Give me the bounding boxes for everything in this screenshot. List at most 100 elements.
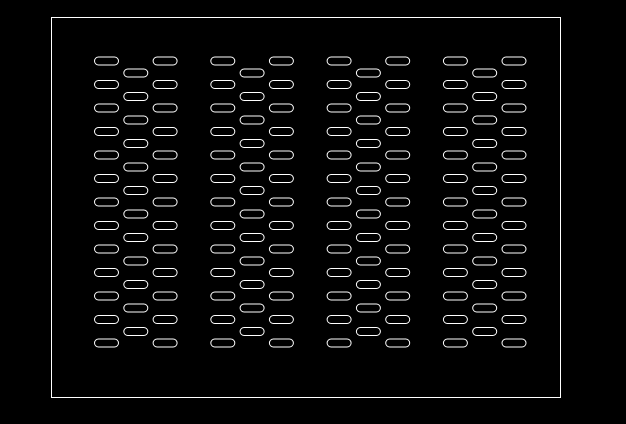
slot [123,115,149,125]
slot [268,221,294,230]
slot [385,56,411,66]
slot [442,315,468,324]
slot [326,268,352,277]
slot [472,280,498,289]
slot [210,221,236,230]
slot [94,244,119,254]
slot [94,127,119,136]
slot [239,68,265,78]
slot [94,221,119,230]
slot [152,291,178,301]
slot [239,256,265,266]
slot [268,80,294,89]
slot [442,268,468,277]
slot [268,197,294,207]
slot [152,244,178,254]
slot [239,139,265,148]
slot-pattern [94,56,527,348]
slot [355,92,381,101]
slot [472,115,498,125]
slot [326,221,352,230]
slot [355,280,381,289]
slot [385,315,411,324]
slot [123,186,149,195]
slot [94,174,119,183]
slot [472,139,498,148]
slot [501,221,527,230]
slot [94,291,119,301]
slot [94,268,119,277]
slot [326,174,352,183]
slot [94,315,119,324]
slot [123,256,149,266]
slot [355,115,381,125]
slot [123,233,149,242]
slot [472,233,498,242]
slot [210,268,236,277]
slot [355,139,381,148]
slot [239,303,265,313]
slot [239,92,265,101]
slot [210,56,236,66]
slot [210,315,236,324]
slot [442,127,468,136]
slot [501,291,527,301]
slot [210,338,236,348]
slot [268,56,294,66]
slot [501,56,527,66]
slot [152,150,178,160]
slot [268,291,294,301]
slot [94,197,119,207]
slot [239,327,265,336]
slot [501,268,527,277]
slot [94,103,119,113]
slot [326,56,352,66]
slot [472,256,498,266]
slot [355,327,381,336]
slot [442,291,468,301]
slot [501,197,527,207]
slot [385,127,411,136]
slot [94,338,119,348]
slot [326,103,352,113]
slot [472,68,498,78]
slot [239,162,265,172]
slot [268,268,294,277]
slot [355,233,381,242]
slot [442,221,468,230]
slot [442,338,468,348]
slot [442,103,468,113]
slot [210,244,236,254]
slot [326,244,352,254]
slot [355,68,381,78]
slot [355,303,381,313]
slot [501,338,527,348]
slot [326,315,352,324]
slot [123,280,149,289]
slot [501,315,527,324]
slot [442,174,468,183]
slot [501,127,527,136]
slot [152,197,178,207]
slot [123,327,149,336]
slot [239,186,265,195]
slot [355,162,381,172]
slot [152,174,178,183]
slot [472,327,498,336]
slot [326,291,352,301]
slot [326,127,352,136]
slot [385,197,411,207]
slot [152,315,178,324]
slot [385,338,411,348]
slot [442,56,468,66]
slot [385,150,411,160]
slot [123,139,149,148]
slot [239,209,265,219]
slot [268,174,294,183]
slot [210,103,236,113]
slot [442,80,468,89]
slot [385,244,411,254]
slot [442,150,468,160]
